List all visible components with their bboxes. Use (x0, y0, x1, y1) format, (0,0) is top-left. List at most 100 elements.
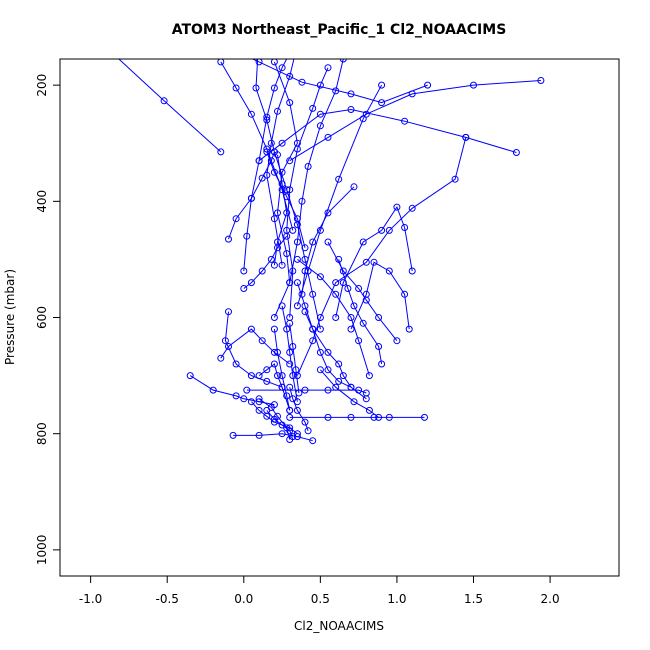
data-point (286, 436, 294, 443)
data-point (289, 226, 297, 234)
x-tick-label: -1.0 (79, 592, 102, 606)
data-point (247, 325, 255, 333)
data-point (255, 398, 263, 406)
data-point (359, 319, 367, 327)
series-line (296, 282, 352, 388)
data-point (401, 117, 409, 125)
data-point (301, 267, 309, 275)
data-point (258, 337, 266, 345)
data-point (316, 348, 324, 356)
data-point (255, 372, 263, 380)
data-point (286, 360, 294, 368)
data-point (263, 366, 271, 374)
series-line (289, 80, 541, 162)
data-point (263, 148, 271, 156)
data-point (292, 366, 300, 374)
data-point (401, 224, 409, 231)
series-line (281, 305, 298, 402)
data-point (263, 377, 271, 385)
data-point (339, 372, 347, 380)
data-point (385, 413, 393, 421)
data-point (247, 194, 255, 202)
data-point (316, 273, 324, 281)
data-point (462, 133, 470, 141)
data-point (378, 99, 386, 107)
data-point (324, 238, 332, 246)
data-point (362, 389, 370, 397)
data-point (324, 413, 332, 421)
data-point (255, 157, 263, 165)
data-point (370, 258, 378, 266)
data-point (324, 348, 332, 356)
data-point (378, 81, 386, 89)
series-line (266, 151, 306, 248)
data-point (274, 209, 281, 217)
data-point (385, 226, 393, 234)
data-point (332, 314, 340, 321)
data-point (309, 337, 317, 345)
data-point (252, 84, 260, 92)
series-18 (240, 232, 291, 292)
series-25 (221, 308, 286, 391)
data-point (405, 325, 413, 333)
data-point (263, 412, 271, 420)
series-line (320, 369, 379, 418)
data-point (258, 267, 266, 275)
data-point (350, 302, 358, 310)
data-point (309, 290, 317, 298)
series-2 (251, 59, 432, 107)
data-point (335, 377, 343, 385)
data-point (332, 279, 340, 287)
data-point (375, 343, 383, 350)
y-tick-label: 800 (35, 422, 49, 445)
data-point (421, 413, 428, 421)
series-29 (293, 279, 355, 391)
data-point (278, 180, 286, 188)
data-point (293, 302, 301, 310)
data-point (350, 183, 358, 191)
data-point (270, 148, 278, 156)
data-point (286, 348, 294, 356)
series-line (228, 151, 275, 240)
data-point (347, 314, 355, 321)
data-point (229, 431, 237, 439)
data-point (293, 255, 301, 263)
data-point (512, 149, 520, 156)
data-point (225, 235, 232, 243)
data-point (274, 372, 281, 380)
data-point (270, 168, 278, 176)
data-point (424, 81, 432, 89)
data-point (270, 314, 278, 321)
series-line (258, 398, 291, 440)
data-point (316, 81, 324, 89)
y-tick-label: 400 (35, 190, 49, 213)
data-point (375, 413, 383, 421)
data-point (263, 116, 271, 124)
data-point (301, 302, 309, 310)
chart-title: ATOM3 Northeast_Pacific_1 Cl2_NOAACIMS (172, 22, 507, 38)
data-point (537, 77, 545, 84)
series-10 (286, 59, 347, 287)
data-point (286, 319, 294, 327)
data-point (332, 290, 340, 298)
data-point (270, 325, 278, 333)
data-point (278, 261, 286, 269)
data-point (286, 72, 294, 80)
data-point (316, 110, 324, 118)
data-point (283, 392, 291, 400)
data-point (221, 337, 229, 345)
data-point (293, 406, 301, 414)
data-point (247, 279, 255, 287)
data-point (375, 314, 383, 321)
x-tick-label: 2.0 (541, 592, 560, 606)
data-point (217, 59, 225, 66)
data-point (286, 279, 294, 287)
series-line (335, 206, 413, 318)
data-point (274, 412, 281, 420)
data-point (309, 437, 317, 445)
data-point (240, 285, 248, 292)
data-point (309, 104, 317, 112)
data-point (270, 84, 278, 92)
data-point (289, 343, 297, 350)
